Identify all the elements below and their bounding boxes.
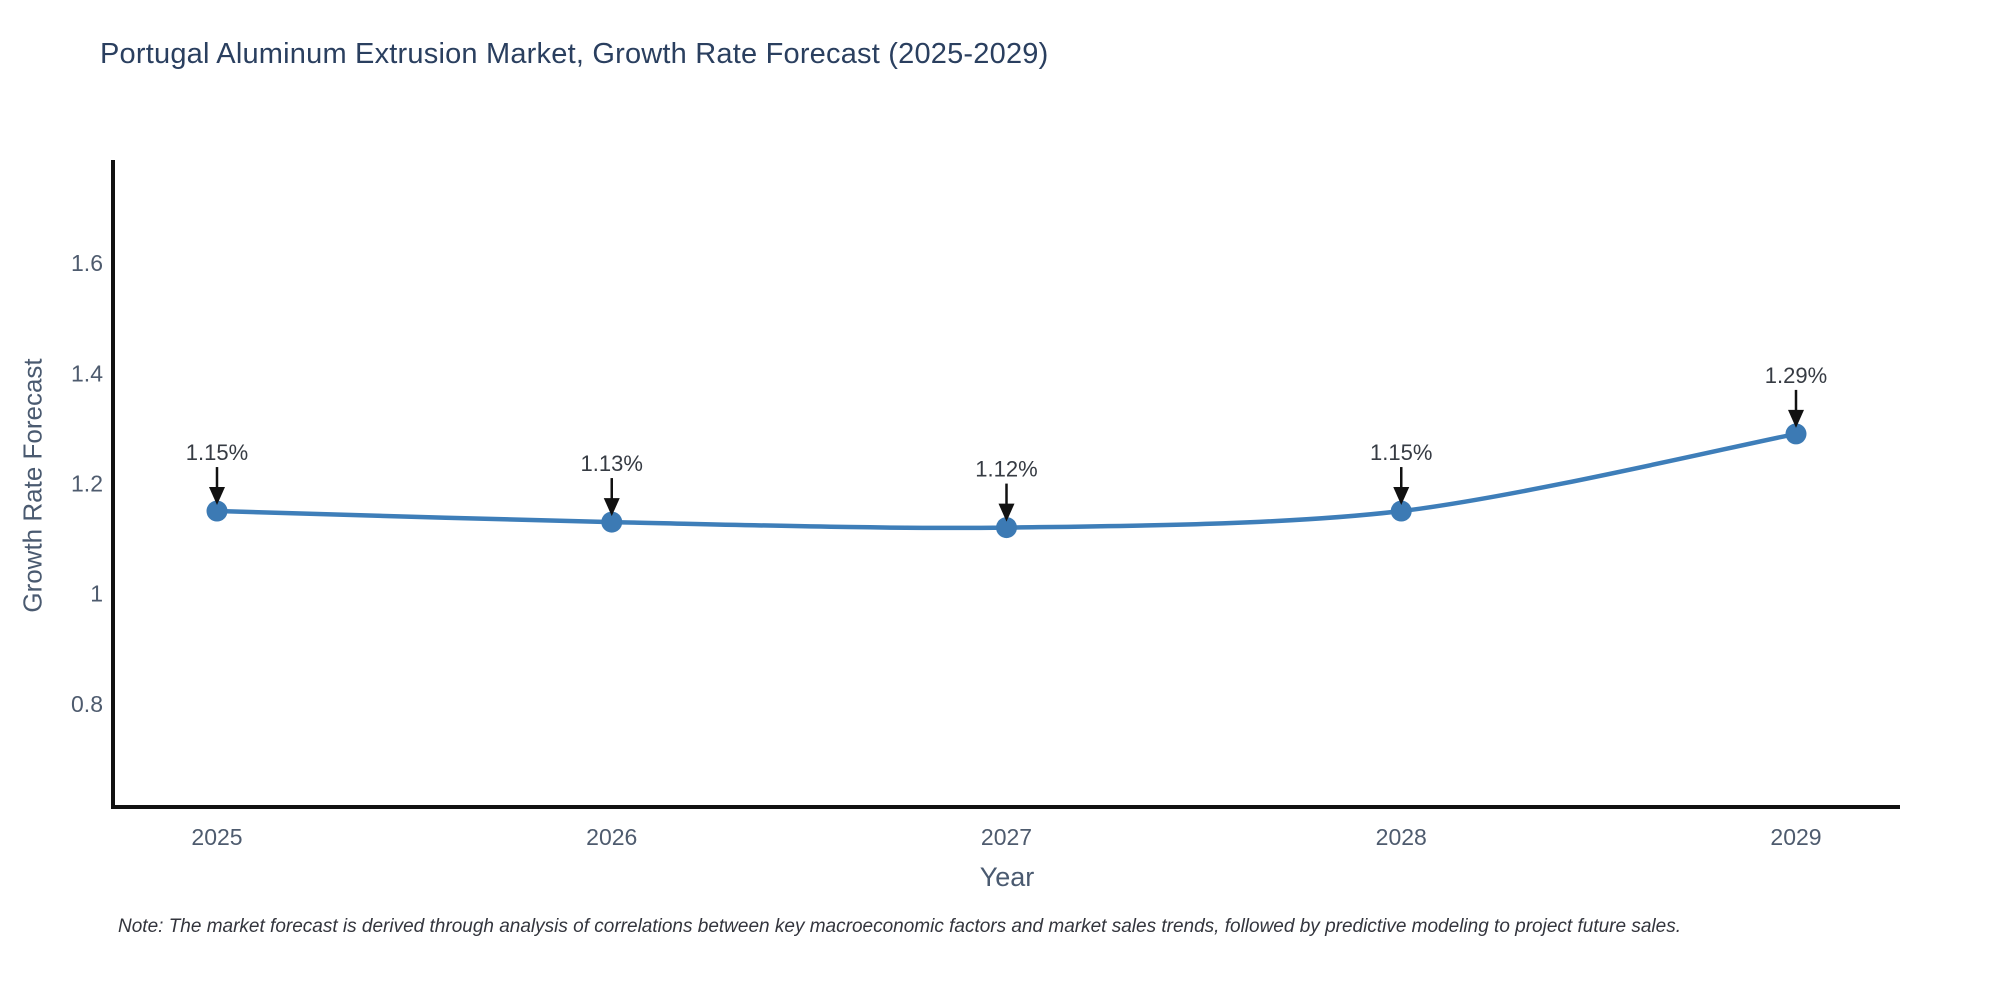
chart-title: Portugal Aluminum Extrusion Market, Grow…	[100, 38, 1049, 70]
y-tick-label: 1	[90, 581, 103, 607]
data-point-marker[interactable]	[206, 500, 228, 522]
x-tick-label: 2029	[1770, 824, 1821, 850]
data-point-label: 1.29%	[1765, 363, 1827, 388]
x-axis-title: Year	[979, 862, 1035, 892]
footnote: Note: The market forecast is derived thr…	[118, 916, 1681, 937]
annotation-arrowhead-icon	[1788, 409, 1804, 428]
data-point-label: 1.15%	[186, 440, 248, 465]
data-point-label: 1.12%	[975, 457, 1037, 482]
x-tick-label: 2027	[981, 824, 1032, 850]
y-tick-label: 1.6	[71, 250, 103, 276]
y-tick-label: 0.8	[71, 691, 103, 717]
data-point-marker[interactable]	[1390, 500, 1412, 522]
y-axis-title: Growth Rate Forecast	[17, 358, 48, 613]
data-point-label: 1.13%	[581, 451, 643, 476]
data-point-marker[interactable]	[601, 511, 623, 533]
data-point-marker[interactable]	[996, 517, 1017, 539]
annotation-arrowhead-icon	[1393, 487, 1410, 506]
annotation-arrowhead-icon	[603, 498, 620, 517]
x-tick-label: 2026	[586, 824, 637, 850]
y-tick-label: 1.4	[71, 360, 103, 386]
x-tick-label: 2025	[191, 824, 242, 850]
data-point-label: 1.15%	[1370, 440, 1432, 465]
y-tick-label: 1.2	[71, 471, 103, 497]
x-tick-label: 2028	[1376, 824, 1427, 850]
annotation-arrowhead-icon	[209, 487, 225, 506]
data-point-marker[interactable]	[1785, 423, 1807, 445]
annotation-arrowhead-icon	[998, 503, 1015, 522]
